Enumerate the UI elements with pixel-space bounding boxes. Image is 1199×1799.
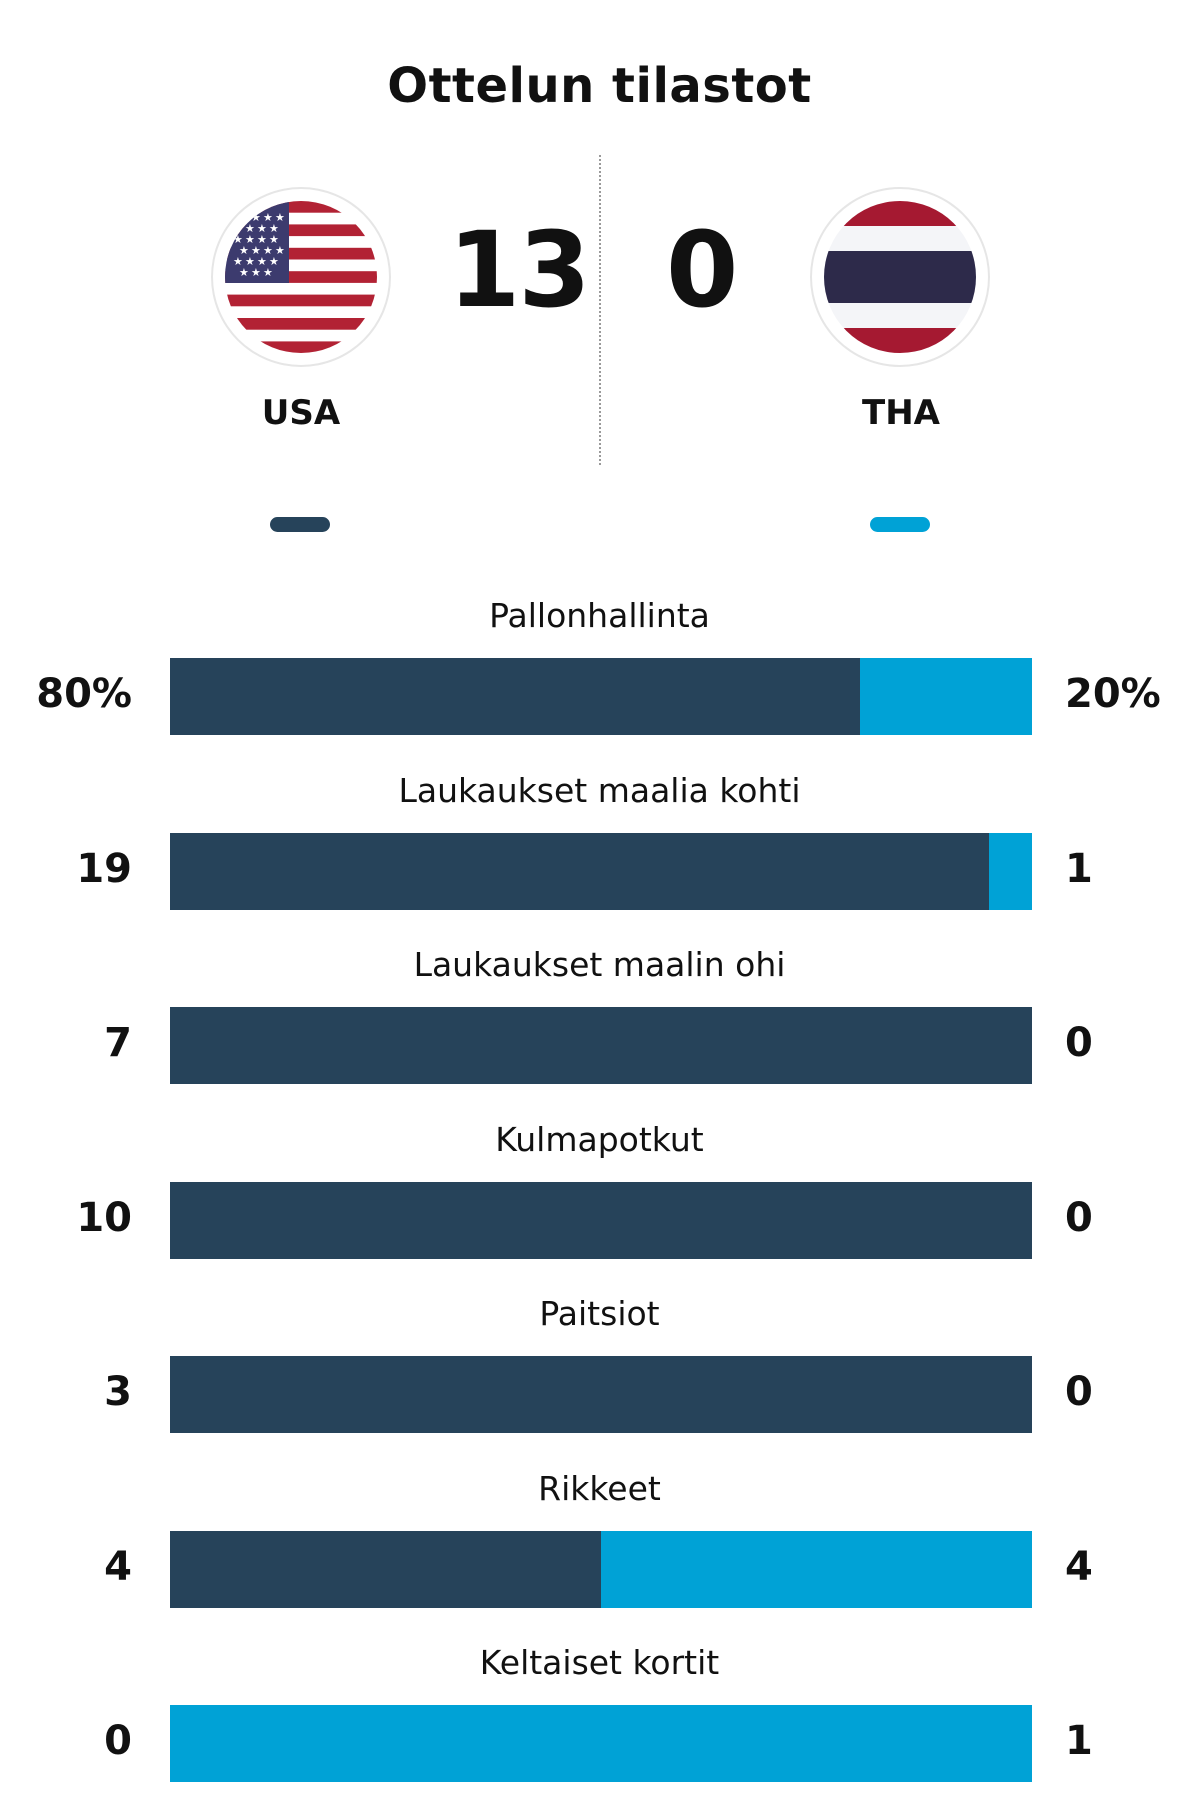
stat-bar	[170, 1356, 1032, 1433]
svg-text:★: ★	[269, 255, 279, 268]
svg-text:★: ★	[251, 266, 261, 279]
svg-text:★: ★	[263, 244, 273, 257]
stat-bar	[170, 1530, 1032, 1608]
away-team-name: THA	[862, 393, 940, 433]
page-title: Ottelun tilastot	[387, 58, 812, 114]
stat-bar	[170, 832, 1032, 910]
stat-label: Pallonhallinta	[489, 596, 710, 635]
stat-bar	[170, 1705, 1032, 1782]
away-bar-segment	[601, 1530, 1032, 1608]
stat-bar	[170, 658, 1032, 735]
svg-text:★: ★	[251, 244, 261, 257]
home-score: 13	[448, 209, 591, 331]
svg-text:★: ★	[233, 255, 243, 268]
away-value-label: 1	[1065, 845, 1093, 892]
away-bar-segment	[170, 1705, 1032, 1782]
home-bar-segment	[170, 832, 989, 910]
away-value-label: 0	[1065, 1369, 1093, 1415]
thailand-flag-icon	[812, 189, 988, 365]
svg-text:★: ★	[275, 211, 285, 224]
away-value-label: 20%	[1065, 671, 1161, 717]
svg-text:★: ★	[263, 211, 273, 224]
stat-label: Paitsiot	[539, 1294, 660, 1333]
away-value-label: 0	[1065, 1020, 1093, 1066]
away-value-label: 1	[1065, 1718, 1093, 1764]
svg-text:★: ★	[269, 222, 279, 235]
home-bar-segment	[170, 658, 860, 735]
stat-label: Laukaukset maalia kohti	[398, 770, 801, 810]
svg-text:★: ★	[251, 211, 261, 224]
svg-text:★: ★	[245, 233, 255, 246]
home-legend-swatch	[270, 517, 330, 532]
home-value-label: 4	[104, 1543, 132, 1590]
home-value-label: 80%	[36, 671, 132, 717]
away-bar-segment	[859, 658, 1032, 735]
svg-text:★: ★	[245, 222, 255, 235]
svg-text:★: ★	[239, 244, 249, 257]
svg-text:★: ★	[269, 233, 279, 246]
svg-text:★: ★	[275, 244, 285, 257]
home-bar-segment	[170, 1356, 1032, 1433]
away-bar-segment	[988, 832, 1032, 910]
svg-text:★: ★	[263, 266, 273, 279]
home-value-label: 19	[76, 845, 132, 892]
score-divider	[599, 155, 601, 465]
svg-text:★: ★	[257, 222, 267, 235]
svg-text:★: ★	[239, 266, 249, 279]
stat-label: Rikkeet	[538, 1468, 661, 1508]
home-team-name: USA	[261, 393, 341, 433]
stat-label: Keltaiset kortit	[479, 1643, 720, 1682]
away-legend-swatch	[870, 517, 930, 532]
home-value-label: 0	[104, 1718, 132, 1764]
away-value-label: 0	[1065, 1194, 1093, 1241]
home-value-label: 3	[104, 1369, 132, 1415]
away-value-label: 4	[1065, 1543, 1093, 1590]
home-value-label: 7	[104, 1020, 132, 1066]
away-score: 0	[666, 209, 738, 331]
usa-flag-icon: ★ ★ ★ ★ ★ ★ ★ ★ ★ ★ ★ ★ ★ ★ ★ ★ ★ ★ ★ ★ ★ ★	[213, 189, 389, 365]
stat-label: Laukaukset maalin ohi	[413, 945, 786, 984]
stat-label: Kulmapotkut	[495, 1119, 704, 1159]
home-value-label: 10	[76, 1194, 132, 1241]
stat-bar	[170, 1007, 1032, 1084]
svg-text:★: ★	[239, 211, 249, 224]
svg-text:★: ★	[257, 255, 267, 268]
svg-text:★: ★	[257, 233, 267, 246]
home-bar-segment	[170, 1181, 1032, 1259]
svg-text:★: ★	[233, 233, 243, 246]
stat-bar	[170, 1181, 1032, 1259]
home-bar-segment	[170, 1007, 1032, 1084]
home-bar-segment	[170, 1530, 601, 1608]
svg-text:★: ★	[245, 255, 255, 268]
